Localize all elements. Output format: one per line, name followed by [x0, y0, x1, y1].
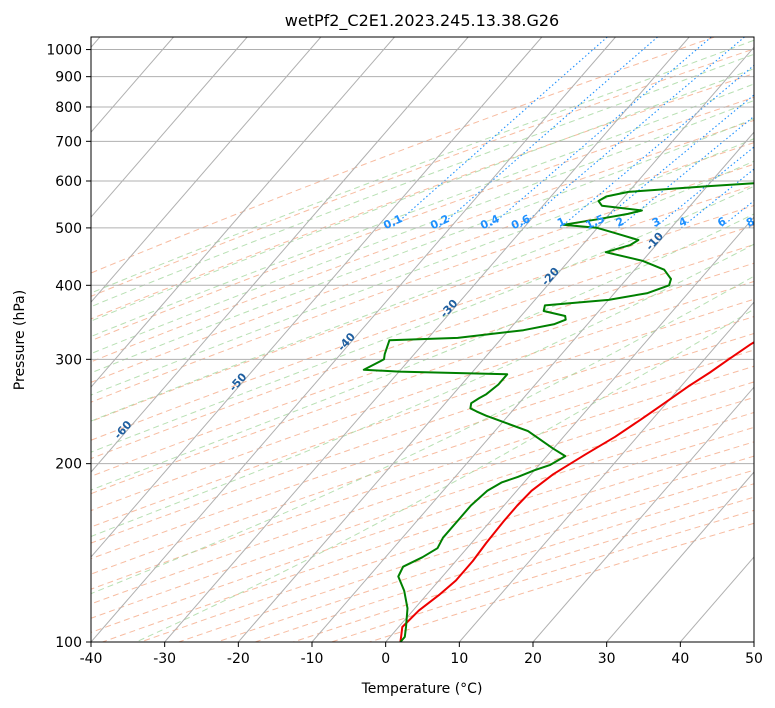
temperature-line: [399, 341, 754, 642]
moist-adiabat: [91, 99, 754, 355]
y-tick-label: 700: [55, 134, 82, 150]
moist-adiabat: [91, 213, 754, 491]
x-tick-label: 10: [450, 651, 468, 667]
y-tick-label: 800: [55, 100, 82, 116]
y-tick-label: 1000: [46, 43, 82, 59]
isotherm: [385, 216, 754, 642]
moist-adiabats: [91, 39, 754, 642]
x-tick-label: 50: [745, 651, 763, 667]
isotherm: [606, 471, 754, 642]
x-tick-label: 30: [598, 651, 616, 667]
dry-adiabat: [91, 381, 754, 605]
dry-adiabat: [91, 48, 754, 297]
dry-adiabat: [91, 72, 754, 320]
isotherm: [91, 37, 395, 388]
isotherm: [91, 37, 322, 303]
dewpoint-line: [362, 182, 754, 642]
y-axis-ticks: 1000 900 800 700 600 500 400 300 200 100: [46, 43, 91, 651]
y-tick-label: 400: [55, 278, 82, 294]
y-tick-label: 500: [55, 221, 82, 237]
x-axis-ticks: -40 -30 -20 -10 0 10 20 30 40 50: [80, 642, 763, 667]
x-tick-label: 20: [524, 651, 542, 667]
moist-adiabat: [91, 160, 754, 422]
plot-frame: [90, 36, 755, 643]
moist-adiabat: [91, 53, 754, 308]
sounding-lines: [362, 182, 754, 642]
y-axis-label: Pressure (hPa): [12, 290, 28, 390]
dry-adiabat: [91, 163, 754, 403]
mixing-ratio-line: [488, 37, 712, 229]
y-tick-label: 600: [55, 174, 82, 190]
dry-adiabat: [91, 365, 754, 590]
isotherm: [532, 386, 754, 642]
mixing-ratio-line: [593, 94, 754, 229]
isobars: [91, 49, 754, 642]
moist-adiabat: [91, 243, 754, 538]
dry-adiabat: [91, 184, 754, 423]
mixing-ratio-line: [518, 37, 745, 229]
moist-adiabat: [91, 39, 754, 294]
isotherms: [91, 37, 754, 642]
x-tick-label: -40: [80, 651, 103, 667]
dry-adiabat: [91, 280, 754, 512]
isotherm: [458, 301, 754, 642]
x-tick-label: 0: [381, 651, 390, 667]
isotherm: [91, 37, 248, 218]
x-tick-label: -30: [153, 651, 176, 667]
isotherm: [91, 37, 616, 642]
moist-adiabat: [91, 185, 754, 453]
y-tick-label: 100: [55, 635, 82, 651]
moist-adiabat: [91, 83, 754, 338]
isotherm: [91, 37, 543, 558]
moist-adiabat: [91, 118, 754, 374]
dry-adiabat: [91, 119, 754, 363]
dry-adiabat: [91, 142, 754, 383]
chart-title: wetPf2_C2E1.2023.245.13.38.G26: [285, 11, 559, 31]
isotherm-label: 0: [752, 198, 767, 213]
isotherm: [91, 37, 469, 473]
y-tick-label: 300: [55, 352, 82, 368]
dry-adiabat: [91, 332, 754, 560]
moist-adiabat: [91, 68, 754, 322]
dry-adiabat: [91, 224, 754, 460]
mixing-ratio-line: [618, 115, 754, 229]
dry-adiabat: [91, 298, 754, 528]
y-tick-label: 200: [55, 457, 82, 473]
x-axis-label: Temperature (°C): [361, 681, 483, 697]
moist-adiabat: [135, 308, 754, 642]
y-tick-label: 900: [55, 70, 82, 86]
isotherm: [311, 131, 754, 642]
x-tick-label: 40: [671, 651, 689, 667]
moist-adiabat: [91, 275, 754, 595]
x-tick-label: -20: [227, 651, 250, 667]
x-tick-label: -10: [301, 651, 324, 667]
mixing-ratio-label: 8: [744, 215, 756, 230]
isotherm: [237, 46, 754, 642]
